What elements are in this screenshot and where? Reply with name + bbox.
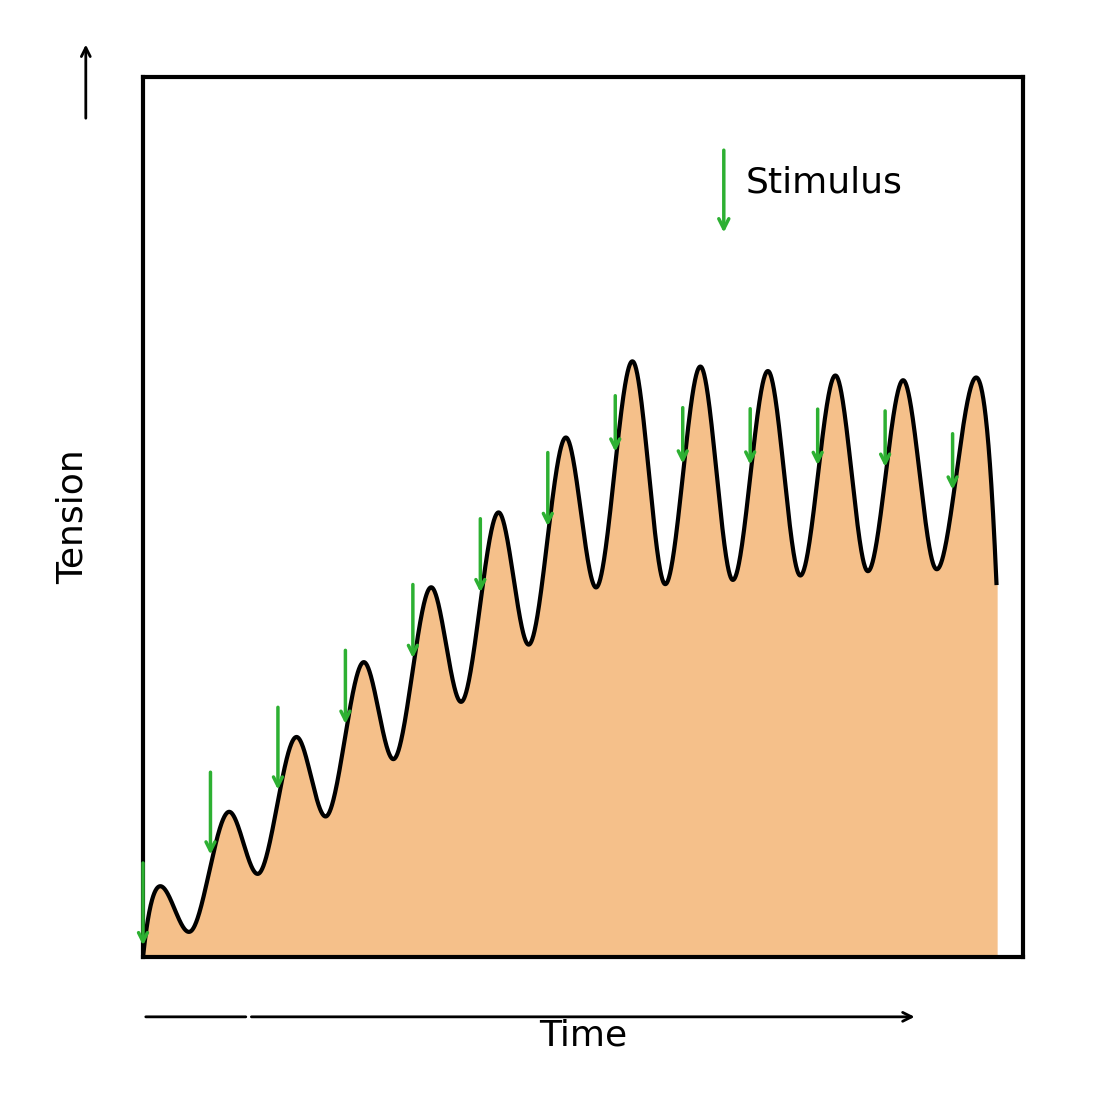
Text: Tension: Tension bbox=[56, 450, 89, 584]
Text: Time: Time bbox=[539, 1019, 627, 1053]
Text: Stimulus: Stimulus bbox=[746, 166, 903, 199]
